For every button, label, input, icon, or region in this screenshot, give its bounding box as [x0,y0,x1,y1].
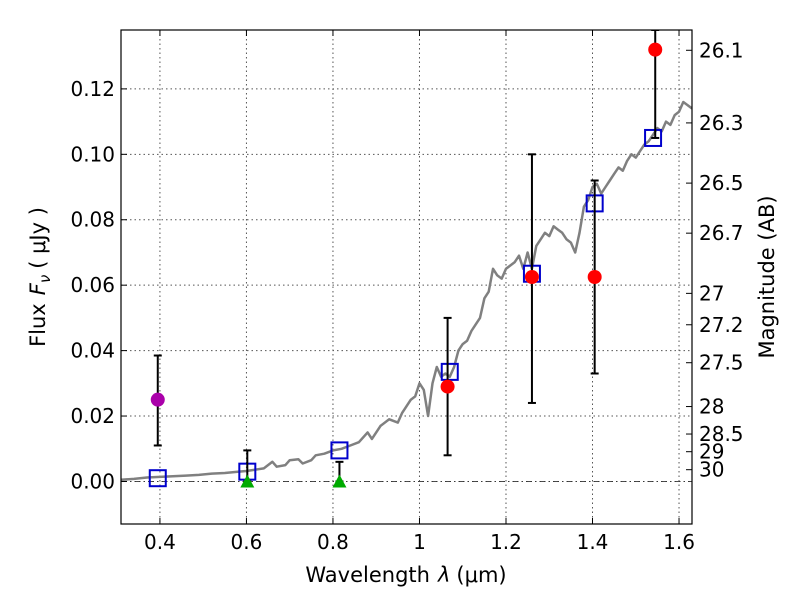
model-band-square [330,441,349,460]
y-axis-title: FluxFν( μJy ) [26,207,54,347]
mag-tick-label: 26.3 [699,111,744,135]
mag-tick-label: 28.5 [699,422,744,446]
x-tick-label: 0.6 [231,530,263,554]
mag-tick-label: 27.2 [699,313,744,337]
mag-tick-label: 26.1 [699,38,744,62]
y-tick-label: 0.04 [70,339,115,363]
x-tick-label: 1.6 [663,530,695,554]
mag-tick-label: 27.5 [699,351,744,375]
plot-area [121,30,692,488]
model-band-square [644,128,663,147]
grid [121,30,692,524]
observed-point [440,379,455,394]
y-tick-label: 0.10 [70,142,115,166]
y-tick-label: 0.08 [70,208,115,232]
observed-point [587,270,602,284]
x-tick-label: 0.4 [144,530,176,554]
ticks: 0.4 0.6 0.8 1 1.2 1.4 1.6 0.00 0.02 0.04 0.06 0.08 0… [70,30,744,554]
observed-point [648,42,663,57]
mag-tick-label: 29 [699,440,724,464]
y-tick-label: 0.00 [70,469,115,493]
spectrum-line [121,100,692,482]
x-tick-label: 0.8 [317,530,349,554]
mag-tick-label: 28 [699,395,724,419]
y-tick-label: 0.02 [70,404,115,428]
x-axis-title: Wavelength λ (μm) [305,563,506,587]
non-detection-triangle [332,474,347,488]
x-tick-label: 1 [413,530,426,554]
y-tick-label: 0.12 [70,77,115,101]
mag-tick-label: 27 [699,281,724,305]
axes-frame [120,29,693,525]
mag-tick-label: 26.5 [699,171,744,195]
mag-tick-label: 26.7 [699,221,744,245]
non-detection-triangle [240,474,255,488]
x-tick-label: 1.4 [577,530,609,554]
x-tick-label: 1.2 [490,530,522,554]
observed-point [524,270,539,284]
y-tick-label: 0.06 [70,273,115,297]
y2-axis-title: Magnitude (AB) [755,195,779,358]
model-band-square [440,362,459,381]
observed-point [150,392,165,407]
mag-tick-label: 30 [699,458,724,482]
model-band-square [148,469,167,488]
